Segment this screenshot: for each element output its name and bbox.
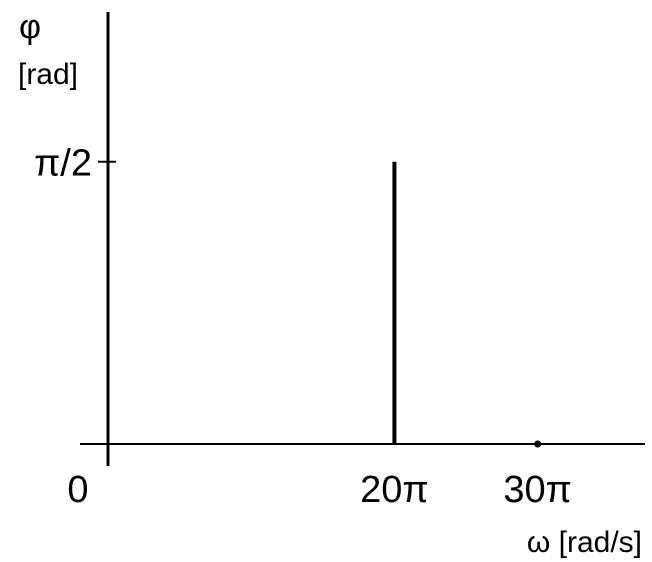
spectrum-dot xyxy=(534,440,542,448)
x-tick-label: 30π xyxy=(503,469,572,511)
y-axis-unit: [rad] xyxy=(18,58,78,91)
ticks-layer: π/2 0 20π 30π xyxy=(34,143,572,511)
x-axis-label: ω [rad/s] xyxy=(527,526,642,559)
x-tick-label: 20π xyxy=(360,469,429,511)
x-tick-label: 0 xyxy=(67,469,88,511)
marks-layer xyxy=(392,161,542,448)
y-tick-label: π/2 xyxy=(34,143,92,185)
y-axis-symbol: φ xyxy=(19,8,41,46)
